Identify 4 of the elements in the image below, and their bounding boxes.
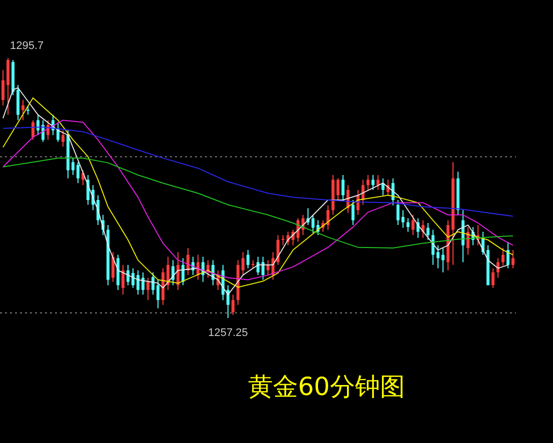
text: 黄金60分钟图 <box>248 371 405 403</box>
candlestick <box>282 235 284 246</box>
text: 1295.7 <box>10 40 44 52</box>
annotation: 1257.25 <box>208 327 248 339</box>
